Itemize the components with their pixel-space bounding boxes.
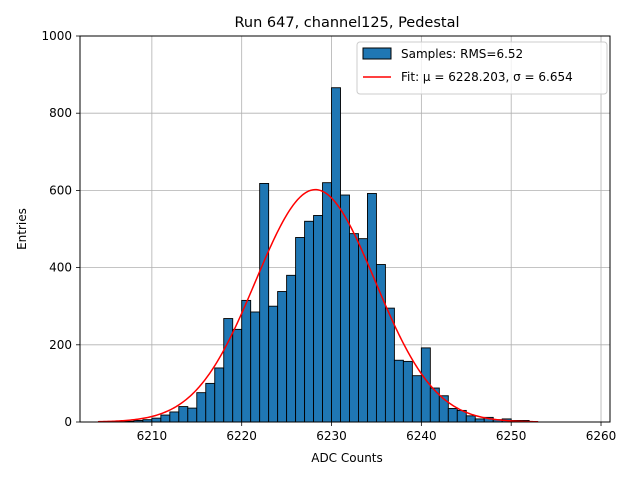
histogram-bar [412,376,421,422]
histogram-bar [278,292,287,422]
histogram-bar [385,308,394,422]
histogram-bar [341,195,350,422]
histogram-bar [188,408,197,422]
histogram-bar [403,361,412,422]
x-tick-label: 6220 [226,429,257,443]
histogram-bar [233,329,242,422]
legend-samples-label: Samples: RMS=6.52 [401,47,523,61]
histogram-bar [197,393,206,422]
histogram-bar [349,234,358,422]
histogram-bar [296,237,305,422]
y-tick-label: 800 [49,106,72,120]
x-tick-label: 6240 [406,429,437,443]
y-tick-label: 1000 [41,29,72,43]
x-tick-label: 6250 [496,429,527,443]
x-tick-label: 6210 [137,429,168,443]
x-tick-label: 6260 [586,429,617,443]
histogram-bar [260,183,269,422]
histogram-bar [215,368,224,422]
histogram-bar [394,360,403,422]
histogram-bar [206,383,215,422]
histogram-bar [251,312,260,422]
y-tick-label: 400 [49,261,72,275]
histogram-bar [358,239,367,422]
y-tick-label: 0 [64,415,72,429]
histogram-bar [448,408,457,422]
legend: Samples: RMS=6.52 Fit: μ = 6228.203, σ =… [357,42,607,94]
histogram-bar [179,407,188,422]
histogram-bar [161,415,170,422]
x-tick-label: 6230 [316,429,347,443]
histogram-bar [332,88,341,422]
chart-title: Run 647, channel125, Pedestal [234,15,459,31]
histogram-bar [242,300,251,422]
histogram-bar [305,221,314,422]
histogram-bar [287,275,296,422]
histogram-bar [367,193,376,422]
histogram-bar [152,418,161,422]
x-axis-label: ADC Counts [311,451,383,465]
legend-fit-label: Fit: μ = 6228.203, σ = 6.654 [401,70,573,84]
histogram-bar [170,412,179,422]
histogram-bar [269,306,278,422]
histogram-bar [466,416,475,422]
legend-samples-swatch [363,48,391,59]
y-axis-label: Entries [15,208,29,250]
histogram-bar [323,183,332,422]
y-tick-label: 600 [49,183,72,197]
y-tick-label: 200 [49,338,72,352]
histogram-bar [314,215,323,422]
